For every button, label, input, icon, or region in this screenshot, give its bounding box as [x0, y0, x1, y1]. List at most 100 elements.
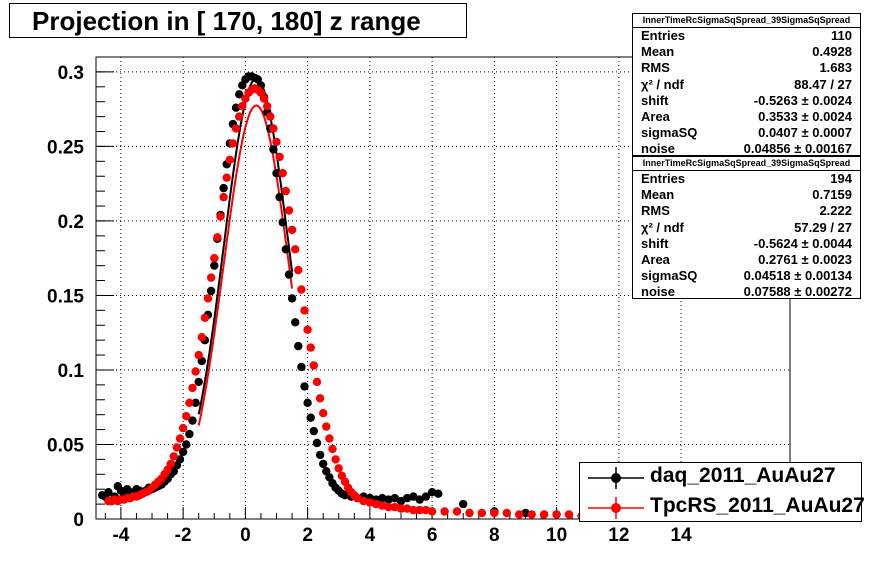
legend-entry-tpcrs: TpcRS_2011_AuAu27 — [580, 493, 865, 523]
data-point — [281, 186, 290, 196]
data-point — [287, 225, 297, 235]
data-point — [331, 455, 340, 464]
y-tick-label: 0.3 — [58, 63, 84, 84]
legend-marker-tpcrs — [588, 497, 644, 519]
data-point — [287, 294, 297, 303]
stats-row: shift -0.5624 ± 0.0044 — [641, 235, 852, 251]
data-point — [409, 492, 418, 501]
data-point — [315, 394, 325, 403]
data-point — [188, 383, 197, 393]
data-point — [319, 459, 328, 469]
legend-entry-daq: daq_2011_AuAu27 — [580, 463, 861, 493]
data-point — [225, 155, 234, 164]
data-point — [259, 94, 269, 103]
data-point — [300, 306, 309, 315]
data-point — [178, 423, 188, 433]
data-point — [384, 495, 393, 504]
stats-row: Entries 194 — [641, 171, 852, 186]
data-point — [194, 350, 203, 360]
stats-row: noise 0.04856 ± 0.00167 — [641, 141, 852, 157]
data-point — [231, 103, 241, 112]
chart-title: Projection in [ 170, 180] z range — [32, 6, 421, 36]
data-point — [206, 286, 216, 296]
stats-title: InnerTimeRcSigmaSqSpread_39SigmaSqSpread — [633, 14, 860, 28]
data-point — [309, 426, 318, 436]
stats-title: InnerTimeRcSigmaSqSpread_39SigmaSqSpread — [633, 157, 860, 171]
data-point — [172, 443, 182, 452]
y-tick-labels: 0 0.05 0.1 0.15 0.2 0.25 0.3 — [47, 63, 84, 531]
data-point — [300, 382, 309, 391]
data-point — [309, 361, 318, 370]
data-point — [334, 464, 343, 473]
data-point — [166, 459, 175, 469]
stats-row: χ² / ndf 88.47 / 27 — [641, 76, 852, 92]
x-tick-label: -2 — [175, 525, 192, 546]
data-point — [219, 183, 228, 193]
stats-row: Mean 0.4928 — [641, 44, 852, 60]
data-point — [315, 450, 325, 460]
data-point — [269, 145, 278, 154]
data-point — [284, 270, 294, 279]
data-point — [213, 233, 222, 242]
data-point — [178, 447, 188, 457]
data-point — [238, 102, 247, 111]
data-point — [306, 413, 315, 422]
x-tick-label: -4 — [112, 525, 129, 546]
data-point — [175, 434, 185, 443]
data-point — [319, 409, 328, 418]
x-tick-label: 0 — [240, 525, 251, 546]
stats-box-tpcrs: InnerTimeRcSigmaSqSpread_39SigmaSqSpread… — [632, 156, 861, 299]
data-point — [222, 173, 231, 182]
data-point — [269, 124, 278, 133]
stats-row: Area 0.2761 ± 0.0023 — [641, 251, 852, 267]
x-tick-label: 14 — [671, 525, 693, 546]
y-tick-label: 0.1 — [58, 361, 85, 382]
data-point — [297, 285, 306, 294]
data-point — [359, 496, 368, 506]
data-point — [527, 510, 536, 519]
data-point — [182, 412, 191, 421]
y-tick-label: 0.2 — [58, 212, 84, 233]
data-point — [200, 313, 210, 322]
data-point — [415, 505, 424, 515]
data-point — [275, 152, 284, 162]
data-point — [191, 367, 200, 376]
y-tick-label: 0 — [73, 510, 84, 531]
data-point — [235, 112, 244, 121]
x-tick-label: 2 — [302, 525, 313, 546]
chart-title-box: Projection in [ 170, 180] z range — [9, 3, 467, 38]
data-point — [421, 492, 431, 501]
data-point — [185, 429, 194, 439]
data-point — [312, 438, 322, 448]
data-point — [297, 362, 306, 372]
stats-row: χ² / ndf 57.29 / 27 — [641, 219, 852, 235]
stats-row: Area 0.3533 ± 0.0024 — [641, 108, 852, 124]
stats-row: RMS 2.222 — [641, 203, 852, 219]
data-point — [235, 90, 244, 99]
data-point — [185, 398, 194, 407]
data-point — [409, 505, 418, 515]
data-point — [440, 507, 449, 516]
y-tick-label: 0.25 — [47, 137, 84, 158]
data-point — [434, 489, 443, 498]
legend-label-daq: daq_2011_AuAu27 — [650, 464, 836, 487]
data-point — [452, 507, 462, 516]
data-point — [564, 510, 574, 519]
data-point — [502, 508, 511, 518]
legend-label-tpcrs: TpcRS_2011_AuAu27 — [650, 494, 865, 517]
data-point — [303, 398, 312, 407]
data-point — [104, 488, 113, 497]
data-point — [275, 192, 284, 202]
data-point — [281, 245, 290, 254]
y-tick-label: 0.15 — [47, 286, 84, 307]
data-point — [552, 510, 561, 519]
stats-box-daq: InnerTimeRcSigmaSqSpread_39SigmaSqSpread… — [632, 13, 861, 156]
data-point — [197, 333, 206, 342]
data-point — [188, 416, 197, 425]
stats-row: sigmaSQ 0.0407 ± 0.0007 — [641, 125, 852, 141]
data-point — [206, 273, 216, 282]
x-tick-label: 12 — [608, 525, 629, 546]
stats-row: sigmaSQ 0.04518 ± 0.00134 — [641, 268, 852, 284]
data-point — [266, 112, 275, 121]
data-point — [465, 508, 474, 518]
